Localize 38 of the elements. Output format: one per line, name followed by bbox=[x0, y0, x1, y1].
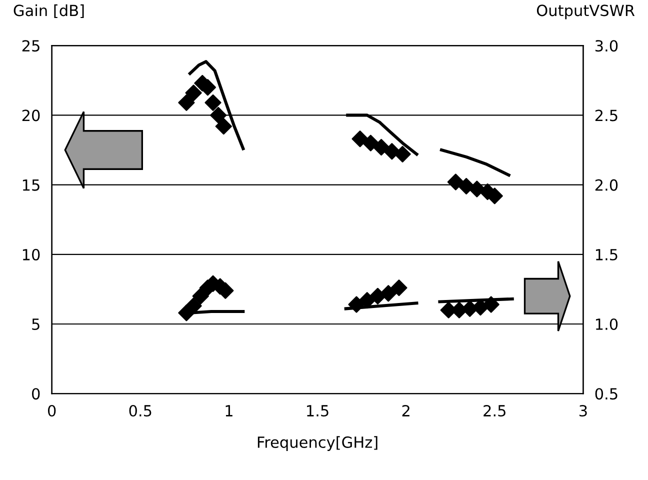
y-tick-label: 0 bbox=[32, 388, 40, 400]
point bbox=[380, 285, 397, 302]
y2-tick-label: 1.5 bbox=[596, 249, 618, 260]
x-tick-label: 2.5 bbox=[484, 404, 506, 417]
y-tick-label: 20 bbox=[22, 110, 40, 122]
y2-tick-label: 0.5 bbox=[595, 388, 618, 400]
x-tick-label: 0 bbox=[48, 404, 56, 417]
y2-tick-label: 1.0 bbox=[596, 318, 618, 330]
x-tick-label: 1 bbox=[226, 405, 232, 416]
point bbox=[447, 174, 464, 190]
point bbox=[362, 134, 379, 152]
y-tick-label: 15 bbox=[22, 179, 40, 191]
point bbox=[394, 146, 411, 162]
y2-axis-title: OutputVSWR bbox=[536, 4, 635, 20]
y2-tick-label: 2.5 bbox=[595, 110, 618, 122]
y2-tick-label: 3.0 bbox=[595, 40, 618, 52]
x-axis-title: Frequency[GHz] bbox=[258, 436, 378, 451]
point bbox=[352, 130, 368, 148]
point bbox=[185, 84, 202, 102]
x-tick-label: 2 bbox=[402, 404, 410, 416]
point bbox=[204, 94, 222, 111]
y-axis-title: Gain [dB] bbox=[14, 4, 84, 18]
y-tick-label: 5 bbox=[32, 318, 40, 330]
point bbox=[178, 94, 195, 111]
point bbox=[372, 138, 390, 156]
point bbox=[390, 280, 408, 296]
point bbox=[215, 118, 232, 135]
x-tick-label: 3 bbox=[580, 404, 587, 417]
y-tick-label: 25 bbox=[22, 40, 40, 52]
point bbox=[468, 180, 486, 198]
point bbox=[210, 106, 227, 124]
x-tick-label: 1.5 bbox=[307, 405, 328, 417]
y2-tick-label: 2.0 bbox=[595, 179, 618, 191]
y-tick-label: 10 bbox=[22, 248, 40, 260]
x-tick-label: 0.5 bbox=[129, 404, 152, 417]
point bbox=[185, 298, 202, 314]
point bbox=[384, 143, 400, 160]
point bbox=[192, 288, 209, 304]
